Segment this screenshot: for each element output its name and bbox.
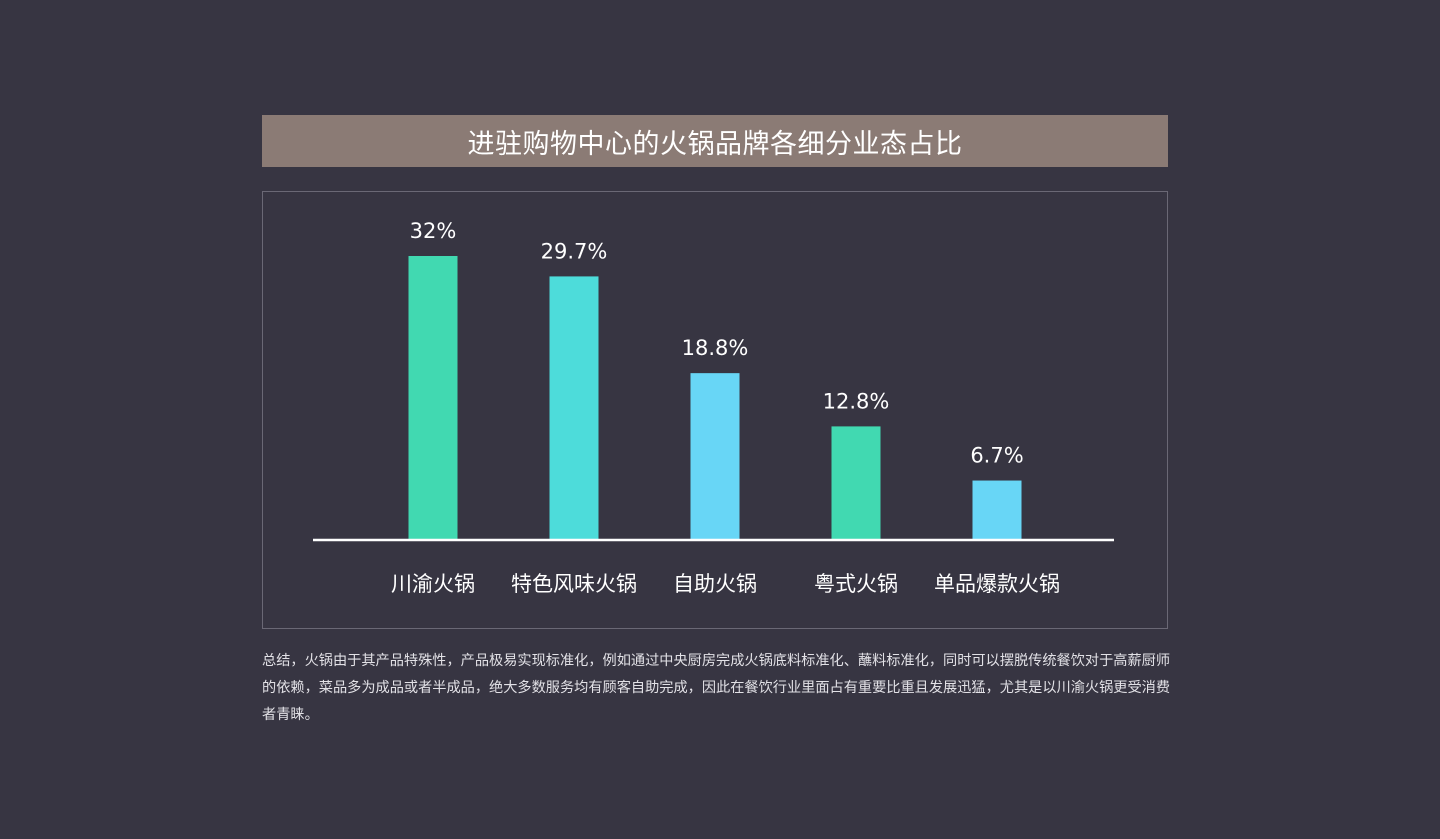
- bar-value-label: 12.8%: [823, 389, 890, 413]
- summary-text: 总结，火锅由于其产品特殊性，产品极易实现标准化，例如通过中央厨房完成火锅底料标准…: [262, 653, 1171, 723]
- bar-5: [972, 480, 1022, 540]
- bar-value-label: 29.7%: [541, 239, 608, 263]
- category-label: 川渝火锅: [391, 572, 475, 596]
- bar-value-label: 32%: [410, 219, 457, 243]
- chart-title: 进驻购物中心的火锅品牌各细分业态占比: [467, 128, 963, 160]
- chart-frame: 32% 川渝火锅 29.7% 特色风味火锅 18.8% 自助火锅 12.8% 粤式火锅 6.7%…: [262, 191, 1168, 629]
- bar-chart: 32% 川渝火锅 29.7% 特色风味火锅 18.8% 自助火锅 12.8% 粤式火锅 6.7%…: [313, 219, 1114, 596]
- bar-value-label: 6.7%: [970, 444, 1023, 468]
- bar-value-label: 18.8%: [682, 336, 749, 360]
- bar-4: [831, 426, 881, 540]
- category-label: 特色风味火锅: [511, 572, 637, 596]
- title-banner: 进驻购物中心的火锅品牌各细分业态占比: [262, 115, 1168, 167]
- bar-1: [408, 256, 458, 540]
- bar-2: [549, 276, 599, 540]
- category-label: 单品爆款火锅: [934, 572, 1060, 596]
- category-label: 粤式火锅: [814, 572, 898, 596]
- category-label: 自助火锅: [673, 572, 757, 596]
- bar-3: [690, 373, 740, 540]
